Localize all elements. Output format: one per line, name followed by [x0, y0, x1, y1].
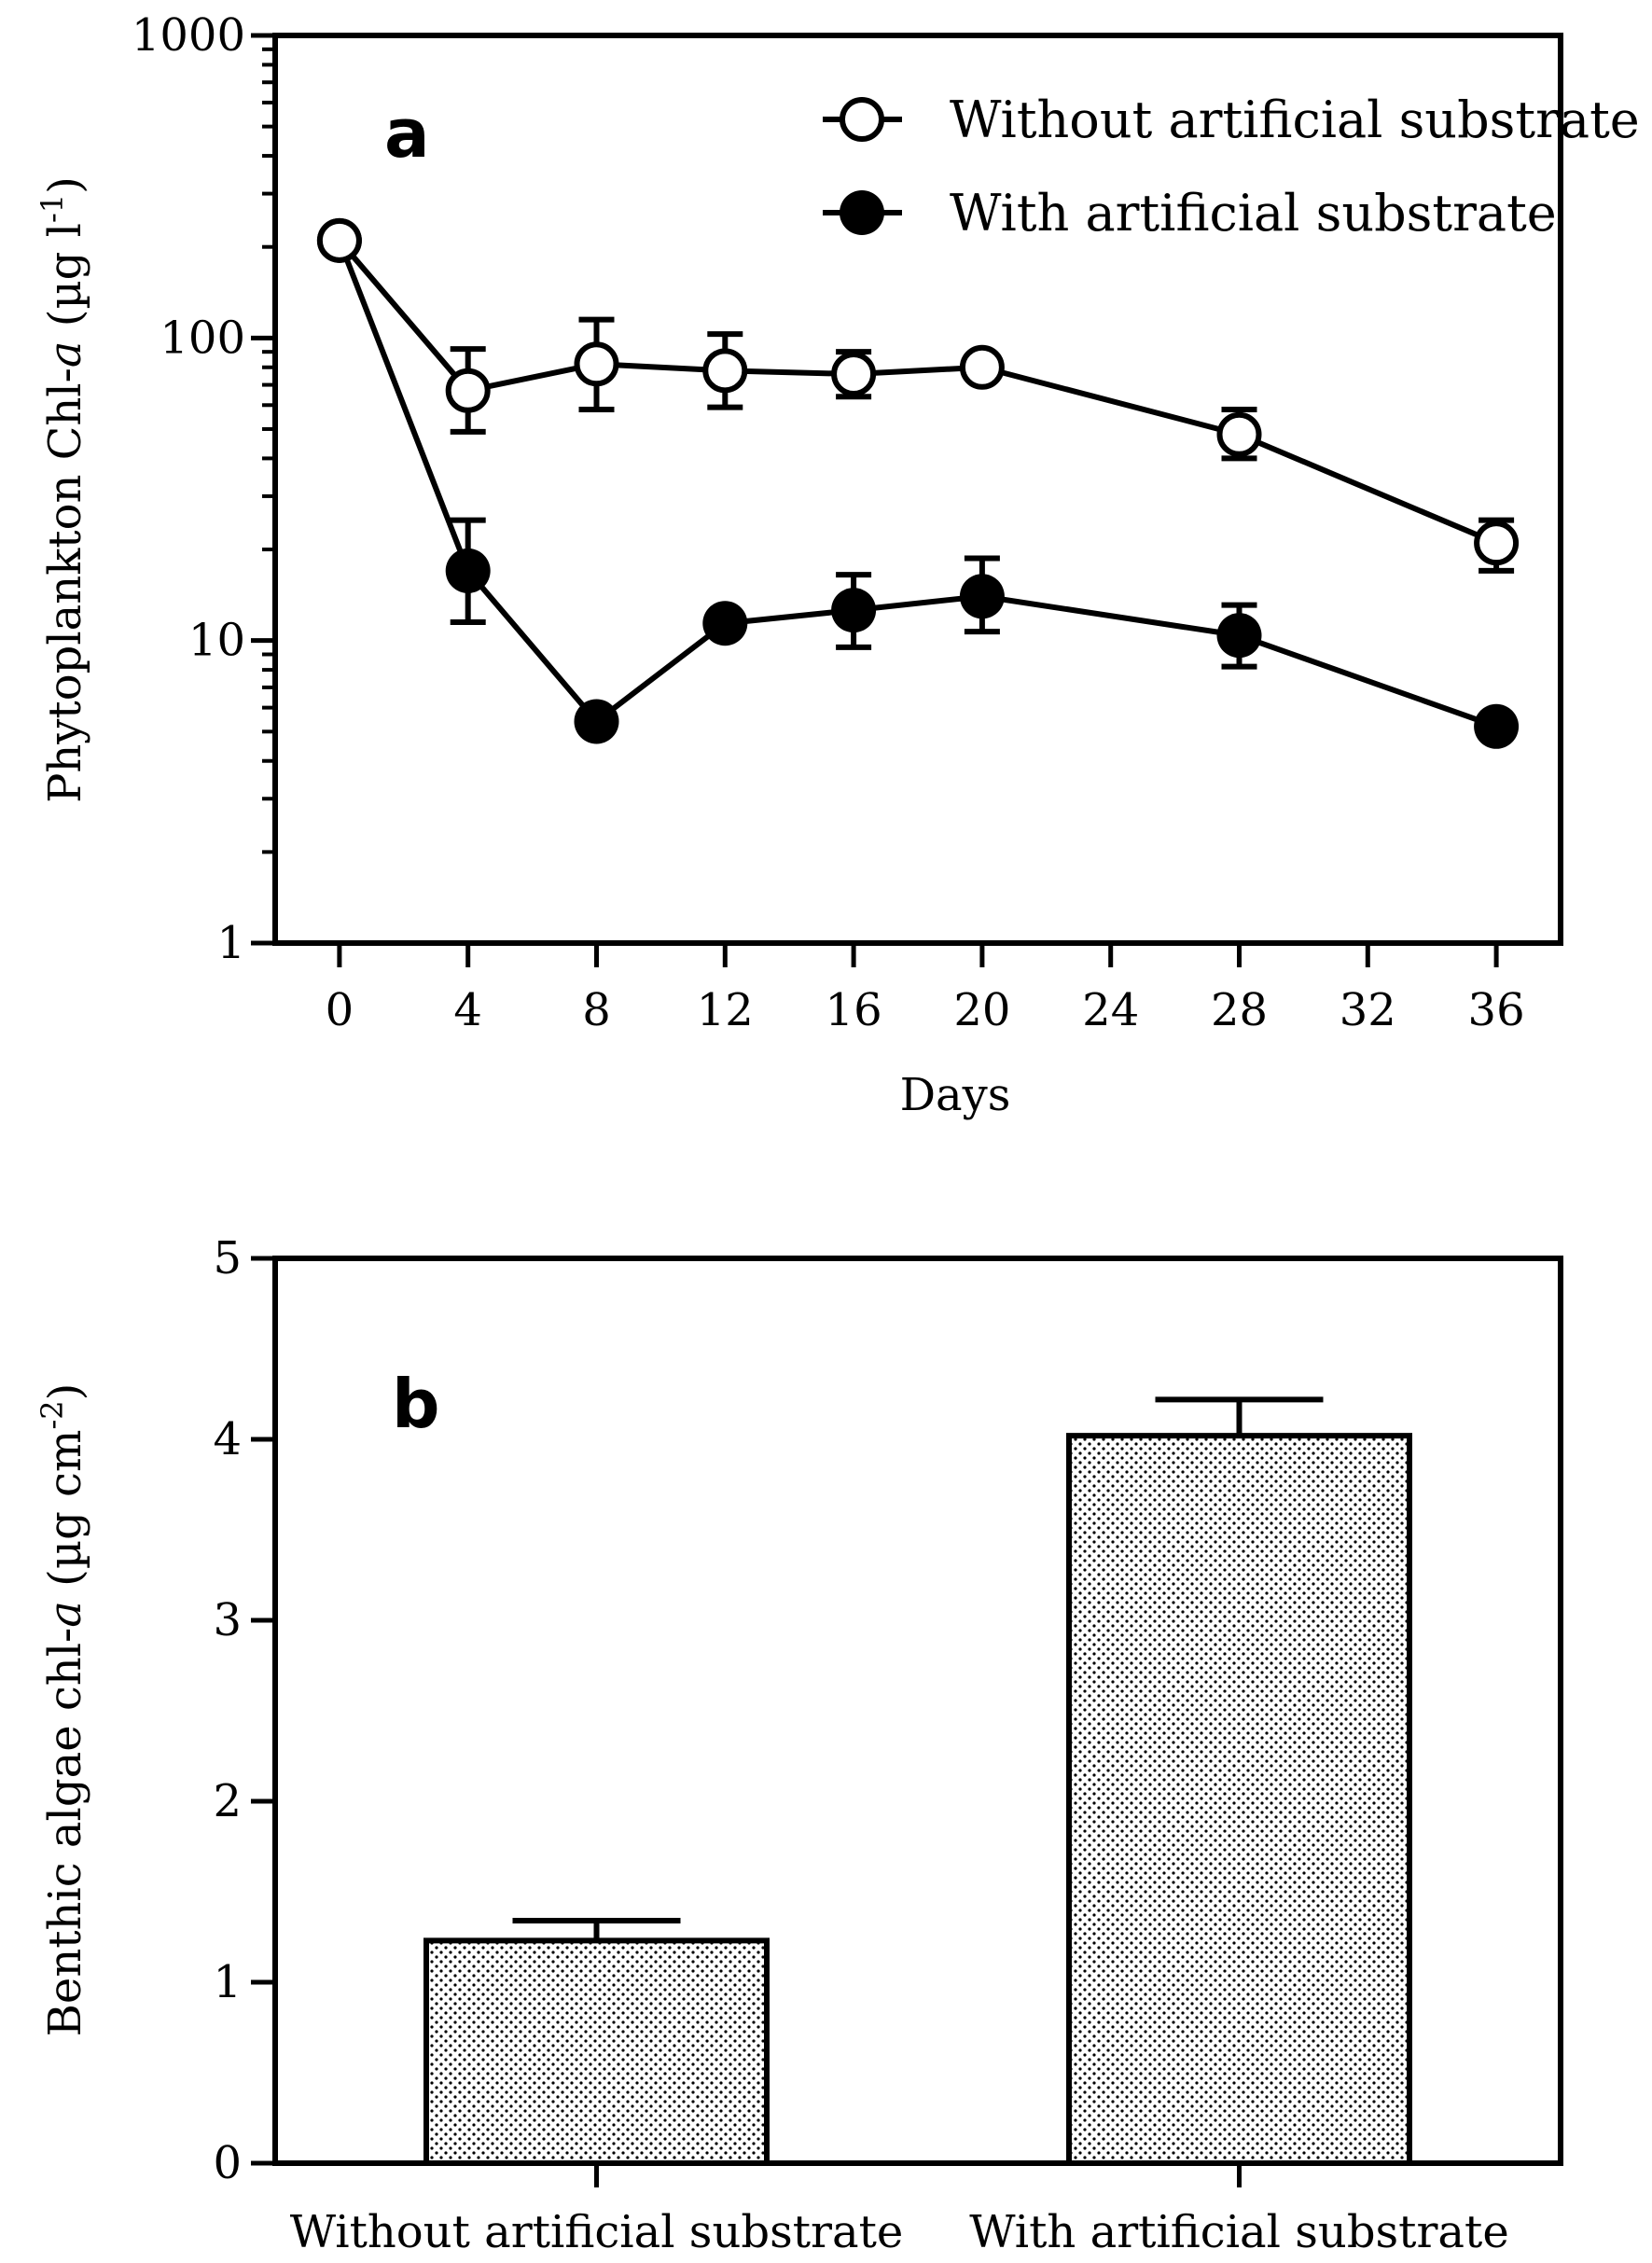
panel-b-y-axis: 0 1 2 3 4 5: [213, 1232, 275, 2189]
y-tick-label: 100: [160, 312, 245, 364]
open-circle-point: [1216, 411, 1262, 457]
filled-circle-point: [702, 601, 748, 646]
filled-circle-point: [1474, 703, 1520, 749]
panel-a-x-axis-title: Days: [900, 1069, 1011, 1121]
open-circle-point: [959, 344, 1005, 390]
x-tick-label: 28: [1211, 984, 1268, 1036]
y-tick-label: 5: [213, 1232, 242, 1284]
panel-a-y-axis: 1 10 100 1000: [132, 9, 275, 969]
y-tick-label: 1: [216, 917, 245, 969]
open-circle-point: [445, 368, 491, 413]
legend-label-with-substrate: With artificial substrate: [950, 184, 1557, 243]
panel-b-y-axis-title: Benthic algae chl-a (µg cm-2): [35, 1383, 91, 2037]
open-circle-point: [831, 351, 877, 396]
filled-circle-point: [574, 699, 619, 744]
legend-item-without-substrate: Without artificial substrate: [823, 90, 1640, 149]
open-circle-point: [702, 348, 748, 394]
x-tick-label: 16: [826, 984, 882, 1036]
panel-a-series: [316, 217, 1520, 749]
panel-a-line-chart: 1 10 100 1000 0 4 8 12 16 20 24 28 32 36 a Without a…: [35, 9, 1640, 1121]
y-tick-label: 1: [213, 1956, 242, 2008]
x-tick-label: 8: [582, 984, 611, 1036]
y-tick-label: 4: [213, 1413, 242, 1465]
x-tick-label: 36: [1468, 984, 1525, 1036]
panel-b-bar-chart: 0 1 2 3 4 5 Without artificial substrate With …: [35, 1232, 1563, 2258]
filled-circle-point: [1216, 613, 1262, 659]
legend-open-circle-icon: [840, 97, 884, 142]
x-category-label: Without artificial substrate: [290, 2206, 904, 2258]
panel-a-x-axis: 0 4 8 12 16 20 24 28 32 36: [326, 943, 1525, 1036]
y-tick-label: 0: [213, 2137, 242, 2189]
panel-a-y-axis-title: Phytoplankton Chl-a (µg l-1): [35, 176, 91, 803]
panel-a-label: a: [384, 94, 430, 173]
bar-with-substrate: [1066, 1433, 1412, 2166]
series-line-without-substrate: [337, 238, 1498, 546]
y-tick-label: 1000: [132, 9, 245, 62]
legend-item-with-substrate: With artificial substrate: [823, 184, 1557, 243]
panel-a-frame: [272, 33, 1563, 946]
x-tick-label: 32: [1340, 984, 1396, 1036]
filled-circle-point: [445, 548, 491, 593]
x-tick-label: 12: [697, 984, 754, 1036]
panel-b-bars: Without artificial substrate With artific…: [290, 1396, 1509, 2258]
open-circle-point: [574, 341, 619, 387]
x-tick-label: 24: [1082, 984, 1139, 1036]
open-circle-point: [1474, 521, 1520, 566]
open-circle-point: [316, 217, 362, 263]
series-line-with-substrate: [337, 239, 1498, 729]
x-tick-label: 4: [453, 984, 482, 1036]
panel-b-label: b: [392, 1365, 440, 1443]
legend-filled-circle-icon: [840, 190, 884, 235]
y-tick-label: 2: [213, 1775, 242, 1827]
panel-b-frame: [272, 1256, 1563, 2166]
x-tick-label: 20: [953, 984, 1010, 1036]
filled-circle-point: [959, 574, 1005, 619]
bar-without-substrate: [423, 1937, 770, 2166]
panel-a-legend: Without artificial substrate With artifi…: [823, 90, 1640, 243]
y-tick-label: 10: [188, 615, 245, 667]
y-tick-label: 3: [213, 1594, 242, 1646]
filled-circle-point: [831, 588, 877, 633]
legend-label-without-substrate: Without artificial substrate: [950, 90, 1640, 149]
x-tick-label: 0: [326, 984, 354, 1036]
x-category-label: With artificial substrate: [969, 2206, 1508, 2258]
